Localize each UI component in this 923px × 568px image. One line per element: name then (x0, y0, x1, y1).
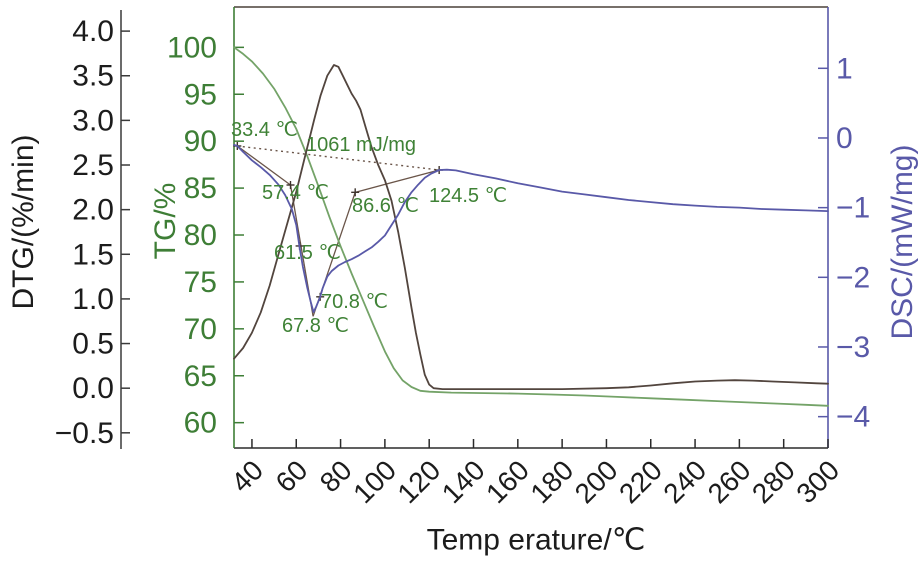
dtg-curve (233, 64, 829, 391)
x-tick-label: 260 (702, 454, 757, 509)
dsc-tick-label: 1 (836, 52, 853, 85)
x-tick-label: 280 (746, 454, 801, 509)
tg-tick-label: 75 (184, 266, 217, 299)
annotation-label: 70.8 ℃ (321, 291, 388, 313)
x-tick-label: 120 (391, 454, 446, 509)
dtg-tick-label: 3.5 (72, 60, 114, 93)
dtg-tick-label: 2.0 (72, 194, 114, 227)
dtg-tick-label: 2.5 (72, 149, 114, 182)
dtg-tick-label: 0.0 (72, 372, 114, 405)
annotation-label: 124.5 ℃ (429, 185, 507, 207)
dtg-tick-label: 3.0 (72, 104, 114, 137)
x-tick-label: 160 (480, 454, 535, 509)
tg-tick-label: 80 (184, 219, 217, 252)
annotation-label: 57.4 ℃ (262, 182, 329, 204)
dsc-axis: 1 0 −1 −2 −3 −4 (818, 52, 870, 434)
x-tick-label: 240 (657, 454, 712, 509)
annotations: 33.4 ℃ 1061 mJ/mg 57.4 ℃ 86.6 ℃ 124.5 ℃ 61.5 … (231, 119, 507, 337)
dtg-tick-label: 1.0 (72, 283, 114, 316)
x-tick-label: 40 (225, 454, 269, 498)
x-tick-label: 300 (790, 454, 845, 509)
annotation-label: 67.8 ℃ (282, 315, 349, 337)
tg-tick-label: 90 (184, 125, 217, 158)
dsc-tick-label: −1 (836, 192, 870, 225)
tg-axis: 100 95 90 85 80 75 70 65 60 (167, 31, 244, 440)
tangent-line (236, 145, 291, 186)
x-tick-label: 200 (569, 454, 624, 509)
dtg-tick-label: 4.0 (72, 15, 114, 48)
dtg-tick-label: 0.5 (72, 328, 114, 361)
dtg-axis-title: DTG/(%/min) (7, 134, 40, 310)
x-tick-label: 140 (436, 454, 491, 509)
x-tick-label: 60 (270, 454, 314, 498)
dsc-tick-label: −3 (836, 331, 870, 364)
dsc-tick-label: 0 (836, 122, 853, 155)
annotation-label: 61.5 ℃ (274, 242, 341, 264)
x-tick-label: 220 (613, 454, 668, 509)
tg-axis-title: TG/% (149, 182, 182, 260)
tg-tick-label: 60 (184, 407, 217, 440)
tg-tick-label: 95 (184, 78, 217, 111)
dsc-tick-label: −4 (836, 401, 870, 434)
dtg-tick-label: 1.5 (72, 238, 114, 271)
tangent-line (355, 169, 440, 193)
dsc-tick-label: −2 (836, 261, 870, 294)
x-tick-label: 180 (524, 454, 579, 509)
x-tick-label: 100 (347, 454, 402, 509)
tg-curve (233, 46, 829, 407)
dtg-tick-label: −0.5 (55, 417, 114, 450)
annotation-label: 33.4 ℃ (231, 119, 298, 141)
dtg-axis: 4.0 3.5 3.0 2.5 2.0 1.5 1.0 0.5 0.0 −0.5 (55, 10, 130, 450)
tg-tick-label: 85 (184, 172, 217, 205)
x-axis-title: Temp erature/℃ (426, 523, 646, 557)
tg-tick-label: 100 (167, 31, 217, 64)
annotation-label: 1061 mJ/mg (306, 134, 416, 156)
tg-tick-label: 70 (184, 313, 217, 346)
tg-tick-label: 65 (184, 360, 217, 393)
annotation-label: 86.6 ℃ (352, 195, 419, 217)
plot-frame (233, 6, 829, 449)
dsc-curve (233, 143, 829, 314)
dsc-axis-title: DSC/(mW/mg) (886, 144, 919, 340)
integration-baseline (237, 145, 440, 171)
